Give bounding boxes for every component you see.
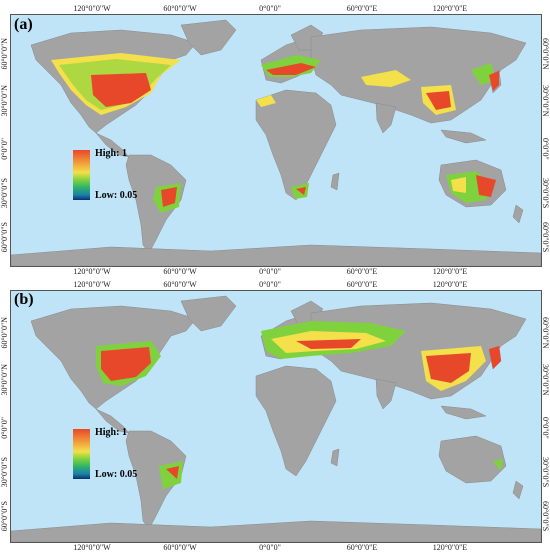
lat-tick-left: 0°0"0" [0, 417, 9, 439]
lat-tick-right: 0°0"0" [541, 417, 550, 439]
legend-colorbar [73, 429, 90, 479]
lon-tick-top: 60°0"0"E [346, 4, 378, 13]
lat-tick-right: 30°0"0"N [541, 364, 550, 396]
lat-tick-left: 0°0"0" [0, 138, 9, 160]
lat-tick-right: 30°0"0"S [541, 457, 550, 488]
lon-tick-top: 120°0"0"E [432, 280, 468, 289]
lon-tick-bottom: 60°0"0"W [163, 267, 197, 276]
lat-tick-right: 30°0"0"N [541, 85, 550, 117]
lon-tick-bottom: 60°0"0"E [346, 543, 378, 552]
lon-tick-bottom: 60°0"0"W [163, 543, 197, 552]
legend-low-label: Low: 0.05 [95, 190, 138, 201]
lat-tick-right: 30°0"0"S [541, 178, 550, 209]
lon-tick-top: 60°0"0"W [163, 280, 197, 289]
legend: High: 1 Low: 0.05 [73, 148, 153, 205]
map-panel-b: 120°0"0"W 60°0"0"W 0°0"0" 60°0"0"E 120°0… [0, 279, 550, 557]
lat-tick-right: 60°0"0"N [541, 38, 550, 70]
world-map [11, 295, 541, 542]
lon-tick-top: 0°0"0" [259, 280, 281, 289]
lat-tick-right: 0°0"0" [541, 138, 550, 160]
suitability-overlay [51, 53, 499, 213]
lat-tick-left: 30°0"0"N [0, 85, 9, 117]
lon-tick-bottom: 120°0"0"W [73, 267, 111, 276]
lat-tick-left: 30°0"0"N [0, 364, 9, 396]
map-frame [10, 290, 542, 543]
lon-tick-top: 60°0"0"W [163, 4, 197, 13]
suitability-overlay [96, 321, 503, 489]
lat-tick-left: 60°0"0"N [0, 317, 9, 349]
lat-tick-left: 60°0"0"N [0, 38, 9, 70]
legend-high-label: High: 1 [95, 427, 127, 438]
lon-tick-bottom: 120°0"0"E [432, 543, 468, 552]
lat-tick-right: 60°0"0"N [541, 317, 550, 349]
lat-tick-left: 30°0"0"S [0, 457, 9, 488]
lon-tick-bottom: 120°0"0"E [432, 267, 468, 276]
lat-tick-left: 60°0"0"S [0, 501, 9, 532]
map-panel-a: 120°0"0"W 60°0"0"W 0°0"0" 60°0"0"E 120°0… [0, 0, 550, 278]
lon-tick-top: 120°0"0"W [73, 4, 111, 13]
panel-label: (b) [14, 291, 34, 308]
legend-low-label: Low: 0.05 [95, 469, 138, 480]
map-frame [10, 14, 542, 267]
lon-tick-bottom: 120°0"0"W [73, 543, 111, 552]
lon-tick-top: 0°0"0" [259, 4, 281, 13]
lon-tick-top: 120°0"0"W [73, 280, 111, 289]
legend: High: 1 Low: 0.05 [73, 427, 153, 484]
lon-tick-top: 120°0"0"E [432, 4, 468, 13]
lon-tick-bottom: 0°0"0" [259, 267, 281, 276]
legend-colorbar [73, 150, 90, 200]
world-map [11, 19, 541, 266]
lon-tick-bottom: 60°0"0"E [346, 267, 378, 276]
lat-tick-left: 30°0"0"S [0, 178, 9, 209]
lat-tick-left: 60°0"0"S [0, 222, 9, 253]
lat-tick-right: 60°0"0"S [541, 222, 550, 253]
lon-tick-bottom: 0°0"0" [259, 543, 281, 552]
lat-tick-right: 60°0"0"S [541, 501, 550, 532]
lon-tick-top: 60°0"0"E [346, 280, 378, 289]
panel-label: (a) [14, 16, 33, 33]
legend-high-label: High: 1 [95, 148, 127, 159]
